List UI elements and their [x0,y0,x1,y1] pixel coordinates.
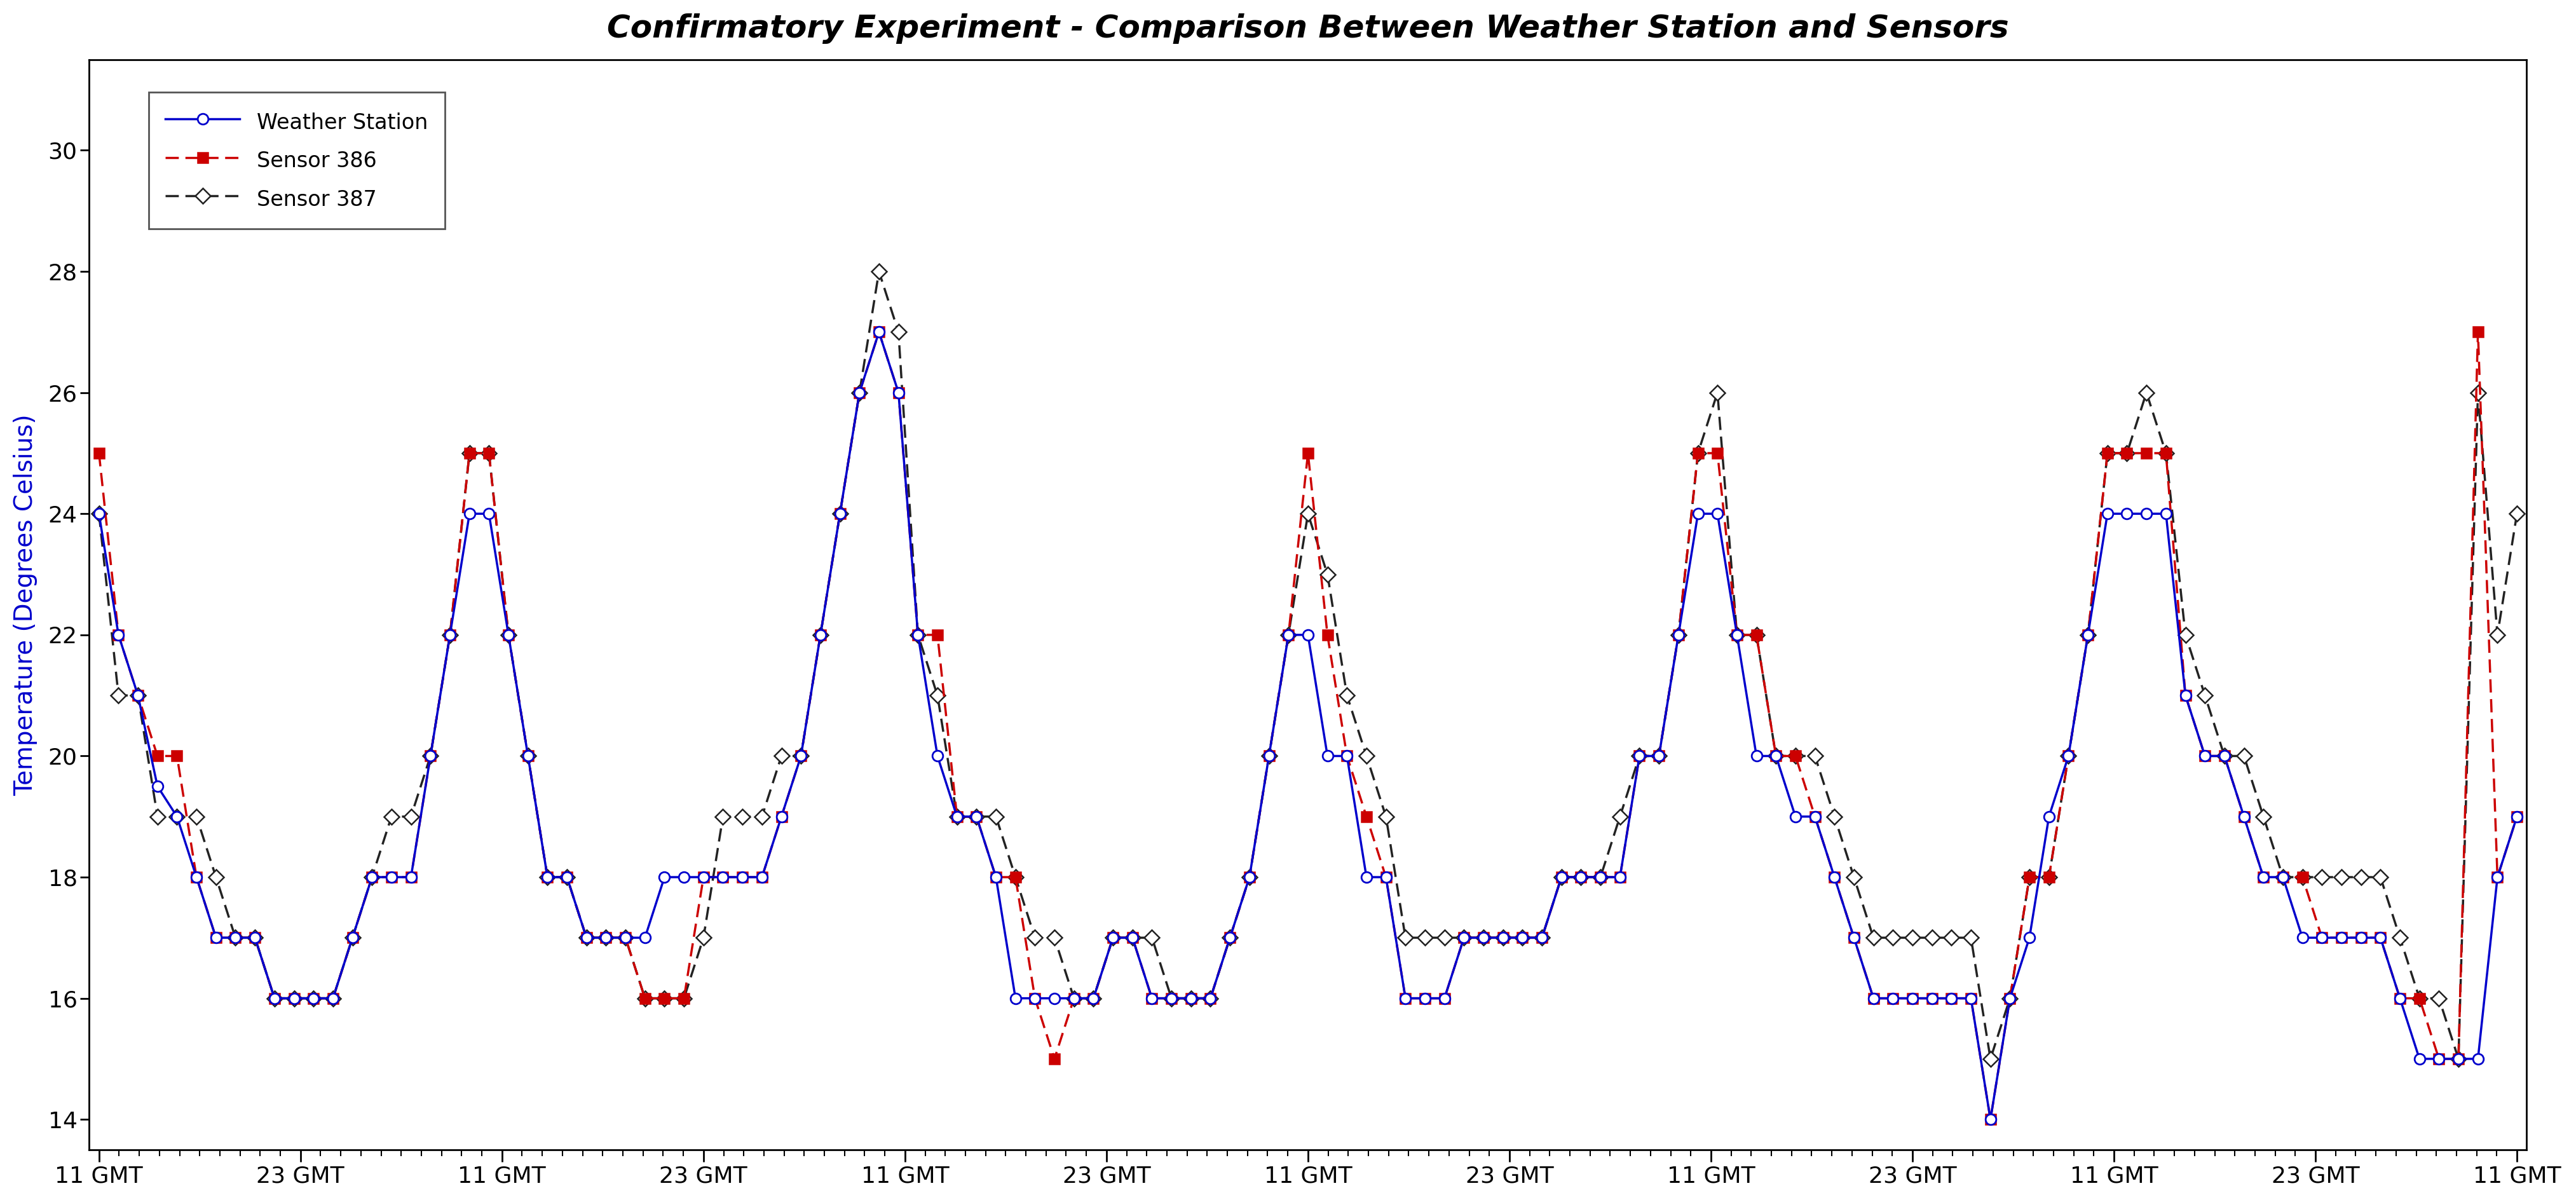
Weather Station [1605,870,1636,884]
Weather Station [2151,506,2182,521]
Sensor 386 [2151,446,2182,461]
Weather Station [82,506,113,521]
Weather Station [1976,1112,2007,1127]
Sensor 387 [2501,506,2532,521]
Sensor 387 [1976,1051,2007,1066]
Y-axis label: Temperature (Degrees Celsius): Temperature (Degrees Celsius) [13,414,39,796]
Sensor 386 [2210,749,2241,763]
Sensor 386 [863,325,894,340]
Weather Station [708,870,739,884]
Sensor 386 [82,446,113,461]
Sensor 387 [1605,809,1636,823]
Sensor 386 [708,870,739,884]
Sensor 387 [863,264,894,278]
Sensor 386 [1605,870,1636,884]
Sensor 386 [1976,1112,2007,1127]
Sensor 386 [2385,991,2416,1006]
Weather Station [2501,809,2532,823]
Weather Station [863,325,894,340]
Weather Station [649,870,680,884]
Line: Weather Station: Weather Station [93,326,2522,1124]
Sensor 387 [2151,446,2182,461]
Legend: Weather Station, Sensor 386, Sensor 387: Weather Station, Sensor 386, Sensor 387 [149,92,446,229]
Weather Station [2210,749,2241,763]
Sensor 386 [649,991,680,1006]
Line: Sensor 387: Sensor 387 [93,266,2522,1064]
Weather Station [2385,991,2416,1006]
Sensor 387 [2385,930,2416,944]
Title: Confirmatory Experiment - Comparison Between Weather Station and Sensors: Confirmatory Experiment - Comparison Bet… [608,13,2009,43]
Line: Sensor 386: Sensor 386 [93,326,2522,1124]
Sensor 387 [2210,749,2241,763]
Sensor 387 [82,506,113,521]
Sensor 386 [2501,809,2532,823]
Sensor 387 [708,809,739,823]
Sensor 387 [649,991,680,1006]
